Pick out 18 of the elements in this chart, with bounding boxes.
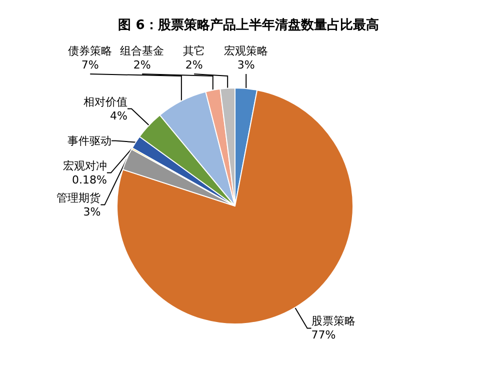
slice-label: 组合基金 — [120, 44, 164, 58]
data-label: 7% — [81, 58, 99, 72]
data-label: 3% — [83, 205, 101, 218]
slice-label: 宏观策略 — [224, 44, 268, 58]
data-label: 2% — [185, 58, 203, 72]
slice-label: 其它 — [183, 44, 206, 58]
chart-title: 图 6：股票策略产品上半年清盘数量占比最高 — [118, 17, 379, 33]
slice-label: 相对价值 — [83, 95, 128, 108]
slice-label: 事件驱动 — [68, 134, 112, 148]
slice-label: 宏观对冲 — [62, 159, 107, 172]
slice-label: 股票策略 — [311, 314, 356, 328]
data-label: 4% — [110, 109, 128, 122]
data-label: 2% — [133, 58, 151, 72]
slice-label: 管理期货 — [56, 191, 101, 204]
data-label: 0.18% — [72, 173, 107, 186]
data-label: 77% — [311, 328, 336, 342]
data-label: 3% — [237, 58, 255, 72]
slice-label: 债券策略 — [68, 44, 112, 58]
